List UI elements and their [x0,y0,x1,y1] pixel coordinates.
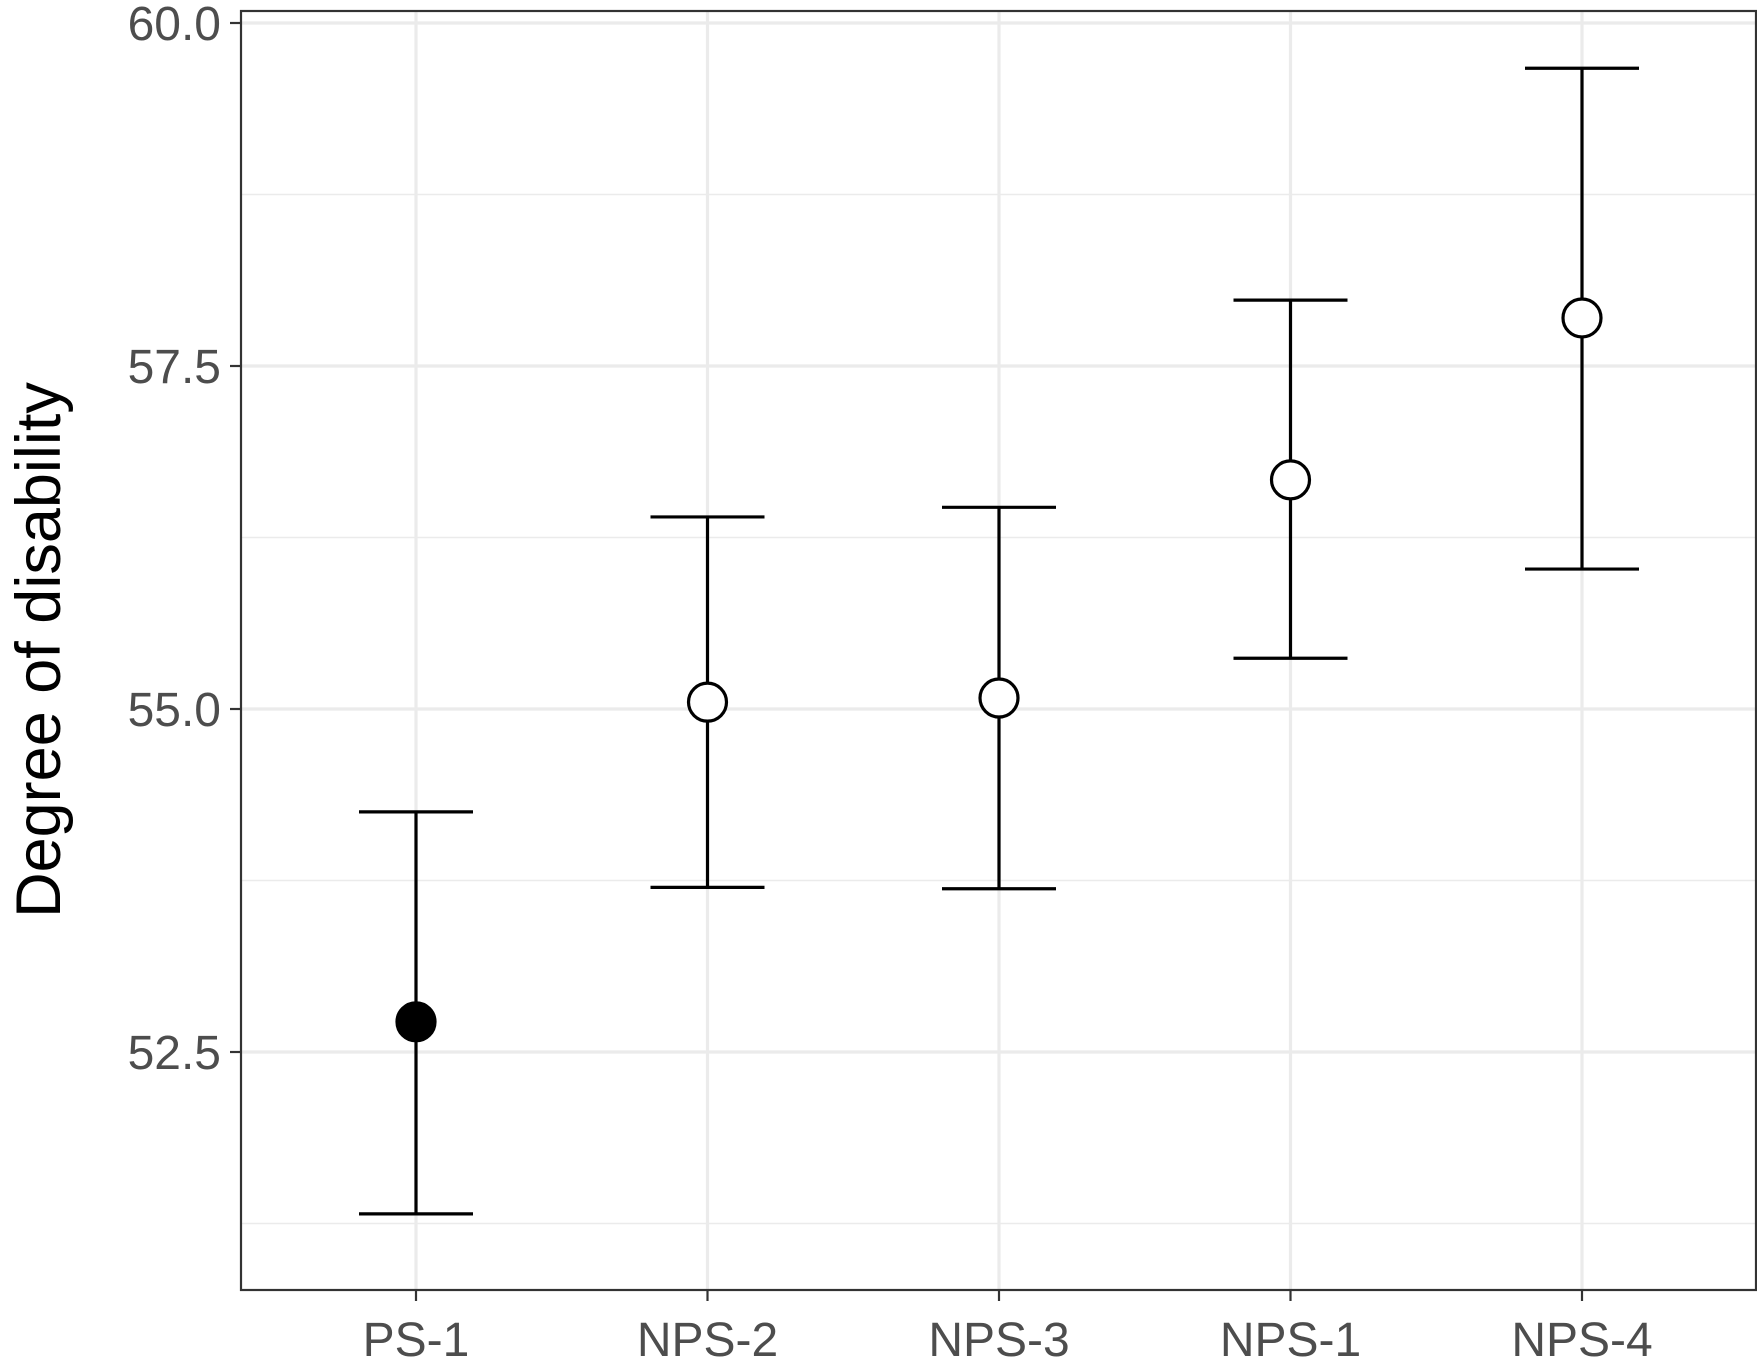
error-bar-group-nps-2 [650,515,765,889]
y-tick-label: 52.5 [128,1027,221,1080]
data-series [359,66,1639,1216]
x-tick-label: NPS-4 [1511,1314,1652,1362]
error-bar-group-ps-1 [359,810,473,1216]
axis-ticks: 52.5 55.0 57.5 60.0 PS-1 NPS-2 NPS-3 NPS-1 NPS-4 [128,0,1653,1362]
mean-point-open [978,677,1020,719]
x-tick-label: NPS-1 [1220,1314,1361,1362]
x-tick-label: NPS-2 [637,1314,778,1362]
y-tick-label: 57.5 [128,341,221,394]
x-tick-label: NPS-3 [928,1314,1069,1362]
x-tick-label: PS-1 [363,1314,470,1362]
y-tick-label: 55.0 [128,684,221,737]
panel-border [239,9,1757,1292]
error-bar-group-nps-4 [1525,66,1639,571]
mean-point-open [1269,459,1312,501]
mean-point-open [1561,297,1603,339]
mean-point-open [686,681,729,723]
y-tick-label: 60.0 [128,0,221,51]
y-axis-title: Degree of disability [4,382,74,918]
error-bar-group-nps-1 [1233,298,1348,660]
mean-point-filled [395,1001,437,1043]
error-bar-group-nps-3 [942,505,1056,891]
